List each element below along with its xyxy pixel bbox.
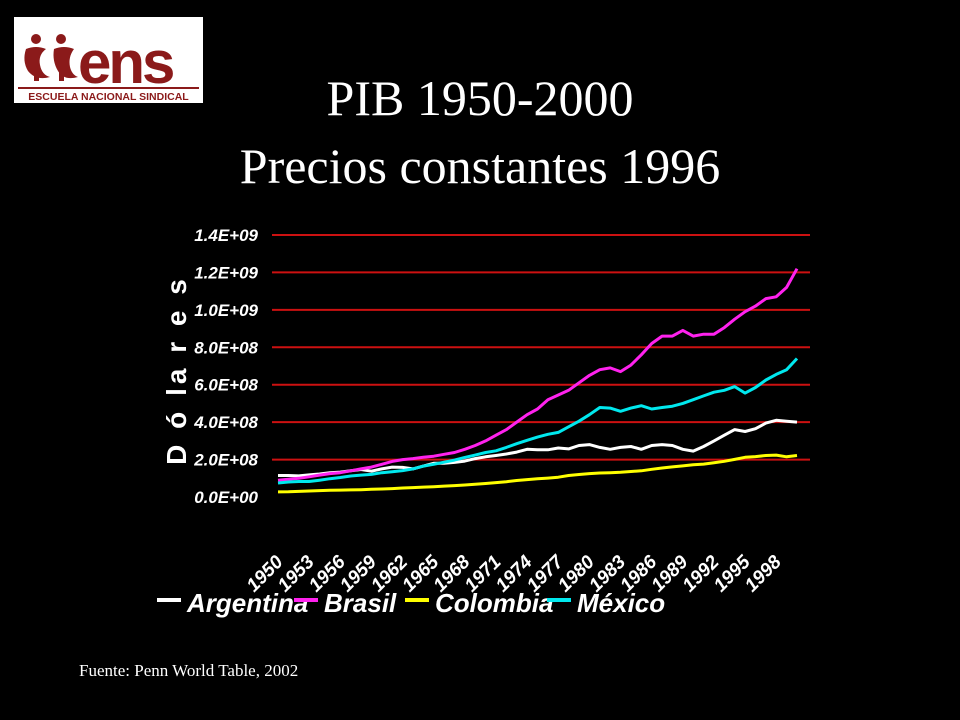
series-line-argentina — [278, 418, 798, 478]
y-tick-label: 1.0E+09 — [194, 301, 258, 320]
legend-label: Colombia — [435, 588, 553, 618]
y-tick-label: 2.0E+08 — [193, 451, 258, 470]
y-tick-label: 4.0E+08 — [193, 413, 258, 432]
legend-label: Argentina — [186, 588, 308, 618]
source-note: Fuente: Penn World Table, 2002 — [79, 661, 299, 680]
y-tick-label: 1.2E+09 — [194, 263, 258, 282]
x-tick-label: 1998 — [741, 551, 786, 596]
series-line-mxico — [277, 357, 799, 485]
ens-logo-graphic: ens ESCUELA NACIONAL SINDICAL — [18, 29, 199, 103]
y-tick-label: 0.0E+00 — [194, 488, 258, 507]
y-axis-tick-labels: 0.0E+00 2.0E+08 4.0E+08 6.0E+08 8.0E+08 1.0E+… — [193, 226, 258, 507]
y-tick-label: 1.4E+09 — [194, 226, 258, 245]
logo-subtitle: ESCUELA NACIONAL SINDICAL — [28, 91, 189, 103]
chart-legend: Argentina Brasil Colombia México — [157, 588, 665, 618]
chart-gridlines — [272, 234, 810, 461]
series-line-colombia — [277, 453, 798, 494]
y-axis-label: D ó la r e s — [161, 275, 192, 465]
legend-label: Brasil — [324, 588, 397, 618]
ens-logo: ens ESCUELA NACIONAL SINDICAL — [14, 17, 203, 103]
y-tick-label: 6.0E+08 — [194, 376, 258, 395]
y-tick-label: 8.0E+08 — [194, 338, 258, 357]
legend-label: México — [577, 588, 665, 618]
series-line-brasil — [277, 267, 799, 482]
chart-series-lines — [277, 267, 799, 494]
page-title: PIB 1950-2000 — [326, 70, 634, 126]
logo-text: ens — [78, 29, 173, 96]
page-subtitle: Precios constantes 1996 — [239, 138, 721, 194]
